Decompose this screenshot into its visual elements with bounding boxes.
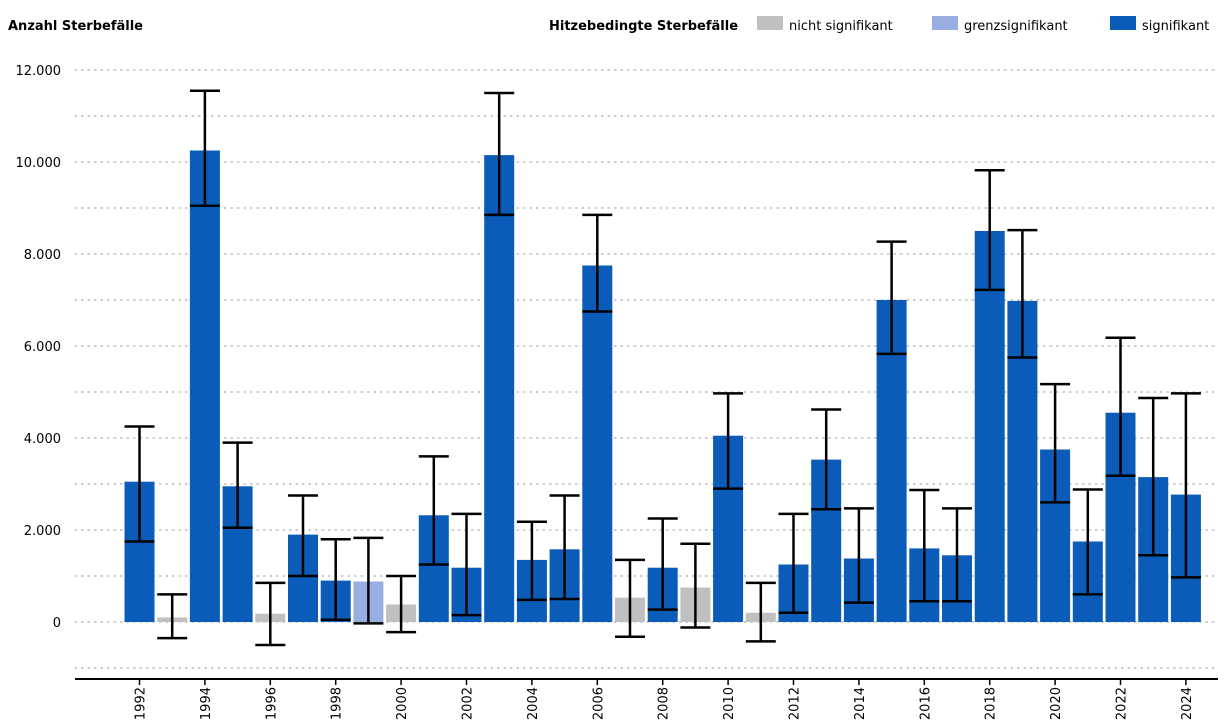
x-tick-label: 2002 [461,687,476,720]
bar-2006 [582,265,613,622]
error-bar-2006 [582,213,613,313]
x-tick-label: 2006 [591,687,606,720]
x-tick-label: 2010 [722,687,737,720]
legend-swatch-s [1110,16,1136,30]
error-bar-2005 [549,494,580,601]
error-bar-2004 [516,520,547,602]
x-tick-label: 2008 [657,687,672,720]
bar-1994 [189,150,220,622]
error-bar-1992 [124,425,155,543]
legend-item-ns: nicht signifikant [757,16,893,34]
error-bar-2023 [1138,396,1169,557]
error-bar-2014 [843,507,874,604]
bars [124,150,1201,622]
error-bar-1994 [189,89,220,207]
error-bar-1998 [320,537,351,621]
y-tick-label: 2.000 [24,524,61,539]
x-tick-label: 1996 [264,687,279,720]
error-bar-1993 [157,593,188,640]
error-bar-2018 [974,169,1005,292]
x-tick-label: 2018 [984,687,999,720]
error-bar-2017 [942,507,972,603]
error-bar-2009 [680,542,711,629]
error-bar-2007 [615,558,645,638]
x-tick-label: 2012 [788,687,803,720]
error-bar-2011 [745,581,776,643]
y-tick-label: 12.000 [16,64,62,79]
x-axis: 1992 1994 1996 1998 2000 2002 2004 2006 2008 2010… [75,678,1218,720]
legend-item-gs: grenzsignifikant [932,16,1068,34]
x-tick-label: 2020 [1049,687,1064,720]
x-tick-label: 1992 [134,687,149,720]
error-bar-2000 [386,574,417,634]
error-bar-2010 [713,392,744,490]
bar-2003 [484,155,515,622]
error-bar-2012 [778,512,809,615]
x-tick-label: 2022 [1115,687,1130,720]
error-bar-2020 [1040,382,1071,504]
error-bar-1999 [353,536,384,625]
x-tick-label: 2016 [918,687,933,720]
legend-item-s: signifikant [1110,16,1209,34]
y-axis-title: Anzahl Sterbefälle [8,19,143,34]
error-bar-2008 [647,517,678,611]
y-tick-label: 4.000 [24,432,61,447]
x-tick-label: 1998 [330,687,345,720]
error-bars [124,89,1201,647]
legend-title: Hitzebedingte Sterbefälle [549,19,738,34]
bar-2018 [974,231,1005,622]
error-bar-2024 [1170,392,1201,579]
error-bar-2015 [876,240,907,356]
x-tick-label: 2004 [526,687,541,720]
x-tick-label: 2014 [853,687,868,720]
gridlines [74,69,1219,669]
error-bar-1997 [288,494,318,578]
error-bar-2002 [451,512,482,617]
error-bar-2016 [909,488,940,603]
y-tick-label: 10.000 [16,156,62,171]
y-axis-ticks: 0 2.000 4.000 6.000 8.000 10.000 12.000 [16,64,62,631]
legend: Hitzebedingte Sterbefälle nicht signifik… [549,16,1209,34]
x-tick-label: 2024 [1180,687,1195,720]
legend-swatch-gs [932,16,958,30]
error-bar-2022 [1105,336,1136,477]
legend-swatch-ns [757,16,783,30]
x-tick-label: 2000 [395,687,410,720]
legend-label-gs: grenzsignifikant [964,19,1068,34]
error-bar-2003 [484,91,515,217]
error-bar-1995 [222,441,253,529]
legend-label-s: signifikant [1142,19,1209,34]
y-tick-label: 6.000 [24,340,61,355]
error-bar-2021 [1072,488,1103,596]
error-bar-2013 [811,408,842,511]
error-bar-1996 [255,581,286,647]
error-bar-2001 [418,455,449,566]
x-tick-label: 1994 [199,687,214,720]
legend-label-ns: nicht signifikant [789,19,893,34]
y-tick-label: 0 [53,616,61,631]
y-tick-label: 8.000 [24,248,61,263]
error-bar-2019 [1007,228,1038,359]
